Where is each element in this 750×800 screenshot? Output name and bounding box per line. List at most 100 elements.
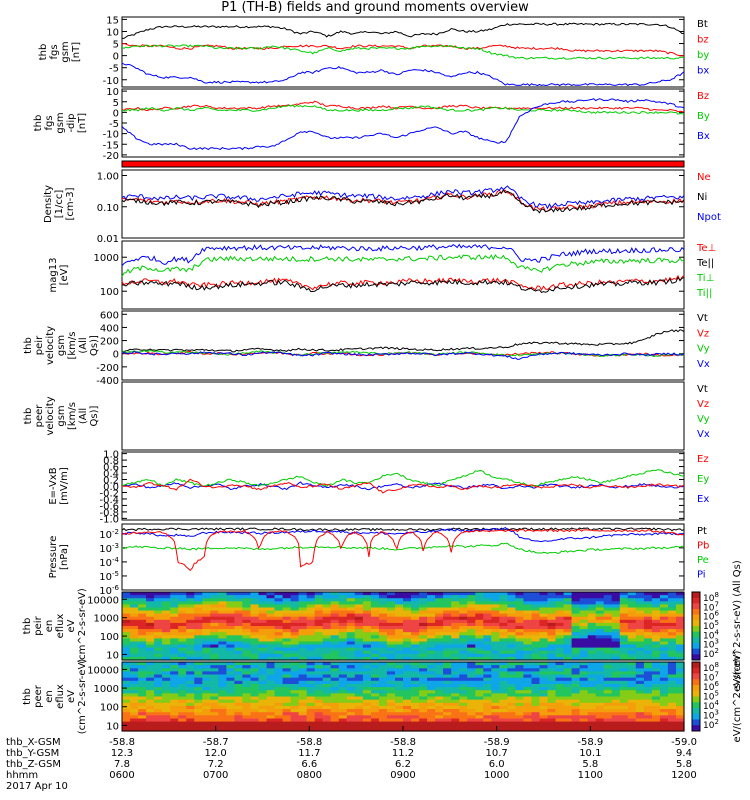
- spectrogram-cell: [330, 724, 340, 729]
- spectrogram-cell: [603, 696, 613, 701]
- spectrogram-cell: [210, 647, 219, 652]
- spectrogram-cell: [186, 687, 195, 691]
- spectrogram-cell: [202, 696, 211, 701]
- panel-1-ytick-label: 5: [113, 40, 119, 51]
- spectrogram-cell: [491, 684, 500, 688]
- spectrogram-cell: [595, 696, 605, 701]
- spectrogram-cell: [330, 727, 340, 732]
- spectrogram-cell: [378, 699, 388, 704]
- spectrogram-cell: [459, 622, 468, 627]
- spectrogram-cell: [378, 641, 388, 646]
- spectrogram-cell: [451, 665, 460, 669]
- panel-10-ytick-label: 100: [100, 632, 119, 643]
- spectrogram-cell: [322, 718, 332, 723]
- spectrogram-cell: [378, 712, 388, 716]
- spectrogram-cell: [595, 650, 605, 655]
- spectrogram-cell: [170, 629, 179, 633]
- spectrogram-cell: [507, 641, 516, 646]
- spectrogram-cell: [515, 635, 524, 639]
- spectrogram-cell: [122, 665, 131, 669]
- spectrogram-cell: [386, 699, 396, 704]
- spectrogram-cell: [451, 601, 460, 605]
- spectrogram-cell: [266, 712, 276, 716]
- spectrogram-cell: [676, 684, 685, 688]
- spectrogram-cell: [427, 705, 436, 710]
- spectrogram-cell: [676, 665, 685, 669]
- spectrogram-cell: [306, 622, 316, 627]
- spectrogram-cell: [242, 690, 251, 694]
- spectrogram-cell: [210, 674, 219, 679]
- spectrogram-cell: [170, 653, 179, 658]
- x-axis-tick-label: 11.2: [392, 748, 414, 759]
- spectrogram-cell: [395, 626, 404, 630]
- spectrogram-cell: [362, 592, 372, 596]
- spectrogram-cell: [611, 727, 621, 732]
- spectrogram-cell: [306, 653, 316, 658]
- spectrogram-cell: [242, 629, 251, 633]
- spectrogram-cell: [411, 724, 420, 729]
- spectrogram-cell: [290, 702, 300, 707]
- spectrogram-cell: [266, 626, 276, 630]
- spectrogram-cell: [579, 693, 589, 698]
- spectrogram-cell: [266, 674, 276, 679]
- spectrogram-cell: [395, 718, 404, 723]
- spectrogram-cell: [587, 684, 597, 688]
- spectrogram-cell: [459, 727, 468, 732]
- spectrogram-cell: [619, 709, 629, 713]
- spectrogram-cell: [146, 727, 155, 732]
- spectrogram-cell: [531, 656, 541, 661]
- spectrogram-cell: [643, 727, 653, 732]
- spectrogram-cell: [138, 635, 147, 639]
- panel-11-colorbar-segment: [692, 667, 700, 674]
- spectrogram-cell: [491, 693, 500, 698]
- spectrogram-cell: [234, 693, 243, 698]
- spectrogram-cell: [443, 644, 452, 649]
- spectrogram-cell: [178, 727, 187, 732]
- panel-4-ylabel: [cm-3]: [65, 187, 76, 220]
- spectrogram-cell: [338, 687, 348, 691]
- spectrogram-cell: [202, 650, 211, 655]
- spectrogram-cell: [563, 709, 573, 713]
- spectrogram-cell: [122, 699, 131, 704]
- spectrogram-cell: [435, 622, 444, 627]
- spectrogram-cell: [443, 650, 452, 655]
- spectrogram-cell: [435, 595, 444, 599]
- spectrogram-cell: [362, 635, 372, 639]
- spectrogram-cell: [395, 705, 404, 710]
- spectrogram-cell: [194, 601, 203, 605]
- spectrogram-cell: [386, 622, 396, 627]
- spectrogram-cell: [154, 715, 163, 719]
- spectrogram-cell: [499, 598, 508, 602]
- spectrogram-cell: [234, 595, 243, 599]
- spectrogram-cell: [138, 610, 147, 615]
- spectrogram-cell: [676, 613, 685, 618]
- spectrogram-cell: [571, 727, 581, 732]
- panel-6-series-vt-line: [121, 329, 685, 353]
- spectrogram-cell: [619, 607, 629, 612]
- spectrogram-cell: [579, 680, 589, 685]
- spectrogram-cell: [218, 616, 227, 621]
- spectrogram-cell: [266, 687, 276, 691]
- spectrogram-cell: [170, 699, 179, 704]
- spectrogram-cell: [579, 665, 589, 669]
- spectrogram-cell: [563, 629, 573, 633]
- spectrogram-cell: [210, 622, 219, 627]
- spectrogram-cell: [507, 598, 516, 602]
- spectrogram-cell: [234, 687, 243, 691]
- spectrogram-cell: [250, 705, 260, 710]
- spectrogram-cell: [635, 647, 645, 652]
- spectrogram-cell: [475, 693, 484, 698]
- spectrogram-cell: [250, 616, 260, 621]
- spectrogram-cell: [547, 693, 557, 698]
- spectrogram-cell: [467, 613, 476, 618]
- x-axis-tick-label: 6.6: [301, 759, 317, 770]
- spectrogram-cell: [234, 610, 243, 615]
- spectrogram-cell: [419, 656, 428, 661]
- panel-6-ytick-label: 400: [100, 323, 119, 334]
- panel-11-ylabel: en: [44, 690, 55, 703]
- spectrogram-cell: [330, 680, 340, 685]
- spectrogram-cell: [282, 638, 292, 643]
- spectrogram-cell: [483, 674, 492, 679]
- spectrogram-cell: [563, 684, 573, 688]
- spectrogram-cell: [162, 644, 171, 649]
